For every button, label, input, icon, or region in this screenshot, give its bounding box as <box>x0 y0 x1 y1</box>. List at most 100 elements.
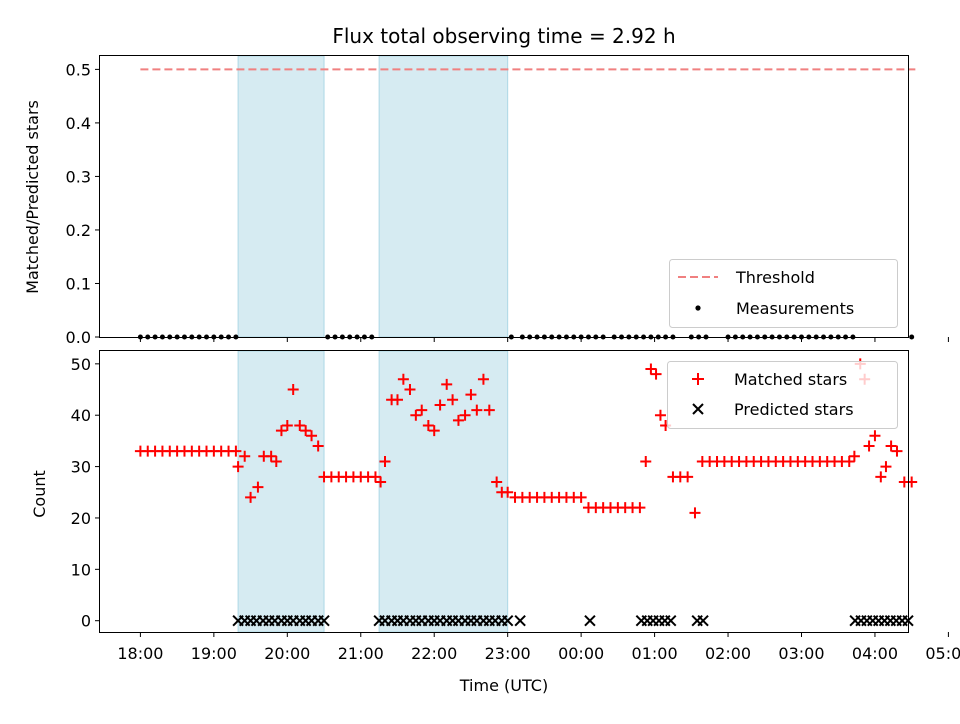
matched-star-point <box>397 373 409 385</box>
predicted-star-point <box>584 614 596 627</box>
matched-star-point <box>379 455 391 467</box>
bottom-xtick-label: 03:00 <box>778 644 824 663</box>
matched-star-point <box>682 471 694 483</box>
bottom-panel: 0 10 20 30 40 50 18:00 19:00 20:00 21:00 22:00 23:… <box>30 350 960 695</box>
legend-measurements-label: Measurements <box>736 299 854 318</box>
matched-star-point <box>312 440 324 452</box>
shaded-region-1 <box>378 55 509 338</box>
matched-star-point <box>483 404 495 416</box>
bottom-ytick-label: 0 <box>81 612 91 631</box>
predicted-star-point <box>514 614 526 627</box>
legend-matched-label: Matched stars <box>734 370 847 389</box>
predicted-star-point <box>501 614 514 627</box>
matched-star-point <box>239 450 251 462</box>
top-y-ticks: 0.0 0.1 0.2 0.3 0.4 0.5 <box>66 60 100 347</box>
bottom-xtick-label: 22:00 <box>411 644 457 663</box>
top-plot-frame <box>99 55 909 338</box>
shaded-region-1 <box>378 350 509 633</box>
top-legend: Threshold Measurements <box>669 259 898 328</box>
matched-star-point <box>654 409 666 421</box>
top-panel: 0.0 0.1 0.2 0.3 0.4 0.5 Matched/Predicted sta… <box>23 55 949 347</box>
matched-star-point <box>575 491 587 503</box>
matched-star-point <box>245 491 257 503</box>
matched-star-point <box>459 409 471 421</box>
matched-star-point <box>391 394 403 406</box>
matched-star-point <box>471 404 483 416</box>
matched-star-point <box>502 486 514 498</box>
legend-measurements-swatch <box>695 305 701 311</box>
matched-star-point <box>843 455 855 467</box>
matched-star-point <box>891 445 903 457</box>
matched-star-point <box>875 471 887 483</box>
matched-star-point <box>300 425 312 437</box>
matched-stars-points <box>134 358 918 519</box>
matched-star-point <box>906 476 918 488</box>
bottom-ytick-label: 50 <box>71 355 91 374</box>
top-ytick-label: 0.4 <box>66 114 91 133</box>
bottom-xtick-label: 20:00 <box>264 644 310 663</box>
matched-star-point <box>281 419 293 431</box>
legend-predicted-label: Predicted stars <box>734 400 854 419</box>
matched-star-point <box>306 430 318 442</box>
bottom-xtick-label: 21:00 <box>338 644 384 663</box>
chart-title: Flux total observing time = 2.92 h <box>332 24 675 48</box>
matched-star-point <box>375 476 387 488</box>
bottom-legend: Matched stars Predicted stars <box>667 361 898 429</box>
matched-star-point <box>863 440 875 452</box>
matched-star-point <box>689 507 701 519</box>
legend-matched-swatch <box>692 373 704 385</box>
matched-star-point <box>848 450 860 462</box>
matched-star-point <box>452 414 464 426</box>
matched-star-point <box>416 404 428 416</box>
matched-star-point <box>275 425 287 437</box>
bottom-plot-frame <box>99 350 909 633</box>
bottom-xtick-label: 18:00 <box>117 644 163 663</box>
top-x-ticks <box>139 337 949 342</box>
matched-star-point <box>434 399 446 411</box>
bottom-legend-box <box>667 361 898 429</box>
measurement-point <box>909 334 915 340</box>
matched-star-point <box>650 368 662 380</box>
bottom-xtick-label: 01:00 <box>632 644 678 663</box>
bottom-ytick-label: 10 <box>71 560 91 579</box>
matched-star-point <box>422 419 434 431</box>
matched-star-point <box>410 409 422 421</box>
matched-star-point <box>428 425 440 437</box>
legend-predicted-swatch <box>692 403 704 415</box>
matched-star-point <box>869 430 881 442</box>
top-shaded-regions <box>237 55 509 338</box>
bottom-xlabel: Time (UTC) <box>459 676 548 695</box>
matched-star-point <box>404 384 416 396</box>
matched-star-point <box>232 461 244 473</box>
bottom-xtick-label: 00:00 <box>558 644 604 663</box>
top-ylabel: Matched/Predicted stars <box>23 100 42 294</box>
matched-star-point <box>880 461 892 473</box>
matched-star-point <box>634 502 646 514</box>
bottom-xtick-label: 02:00 <box>705 644 751 663</box>
bottom-x-ticks: 18:00 19:00 20:00 21:00 22:00 23:00 00:00 01:00… <box>117 632 960 663</box>
bottom-xtick-label: 04:00 <box>852 644 898 663</box>
bottom-xtick-label: 23:00 <box>485 644 531 663</box>
matched-star-point <box>252 481 264 493</box>
bottom-xtick-label: 05:00 <box>925 644 960 663</box>
predicted-star-point <box>697 614 709 627</box>
top-ytick-label: 0.5 <box>66 60 91 79</box>
predicted-star-point <box>665 614 677 627</box>
shaded-region-0 <box>237 55 325 338</box>
bottom-ytick-label: 30 <box>71 458 91 477</box>
bottom-y-ticks: 0 10 20 30 40 50 <box>71 355 100 631</box>
predicted-stars-points <box>232 614 914 627</box>
top-ytick-label: 0.0 <box>66 328 91 347</box>
matched-star-point <box>441 378 453 390</box>
shaded-region-0 <box>237 350 325 633</box>
legend-threshold-label: Threshold <box>735 268 815 287</box>
top-ytick-label: 0.3 <box>66 167 91 186</box>
predicted-star-point <box>318 614 330 627</box>
top-ytick-label: 0.1 <box>66 274 91 293</box>
top-legend-box <box>669 259 898 328</box>
matched-star-point <box>287 384 299 396</box>
bottom-ytick-label: 40 <box>71 406 91 425</box>
bottom-ylabel: Count <box>30 470 49 518</box>
top-ytick-label: 0.2 <box>66 221 91 240</box>
